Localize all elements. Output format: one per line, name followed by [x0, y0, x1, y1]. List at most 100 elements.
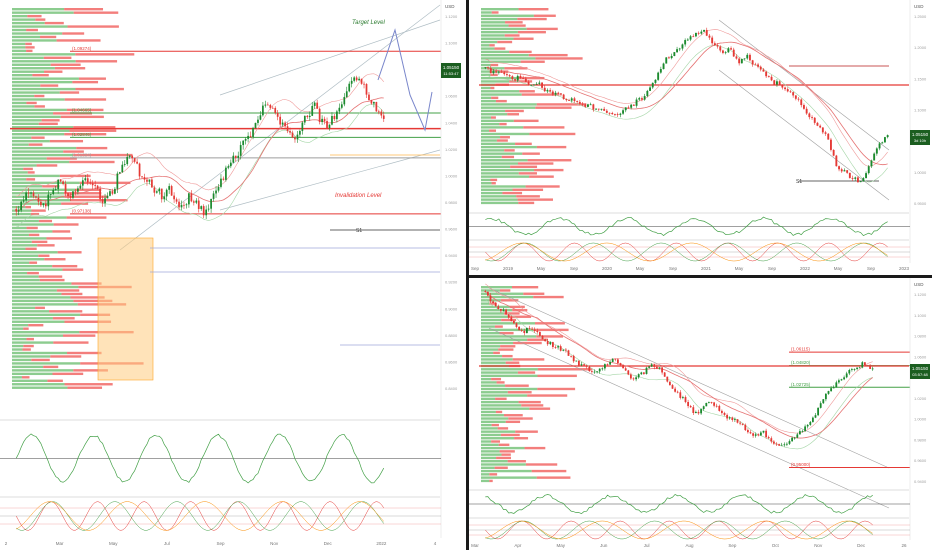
candle-body: [710, 402, 713, 403]
last-price-tag[interactable]: [910, 130, 930, 145]
candle-body: [502, 309, 505, 311]
candle-body: [123, 164, 126, 165]
volume-bar-sell: [49, 310, 83, 313]
candle-body: [754, 64, 757, 66]
last-price-tag[interactable]: [441, 63, 461, 78]
candle-body: [684, 40, 687, 45]
volume-bar-buy: [12, 35, 41, 39]
candle-body: [336, 111, 338, 120]
volume-bar-sell: [23, 344, 34, 348]
volume-bar-buy: [481, 37, 514, 40]
chart-panel-bottom-right[interactable]: (1.06115) (1.04820) (1.02725) (0.95000) USD…: [469, 278, 932, 550]
volume-bar-sell: [510, 165, 538, 168]
candle-body: [739, 422, 742, 424]
candle-body: [380, 111, 383, 116]
volume-bar-buy: [481, 34, 505, 37]
volume-bar-buy: [481, 162, 518, 165]
volume-bar-sell: [500, 136, 510, 139]
price-axis[interactable]: USD1.12001.10001.08001.06001.04001.02001…: [909, 278, 927, 540]
candle-body: [752, 433, 755, 436]
price-candles: [484, 27, 889, 183]
price-level-label: (1.06115): [791, 347, 810, 352]
candle-body: [723, 412, 726, 415]
candle-body: [635, 377, 638, 380]
invalidation-label: Invalidation Level: [335, 193, 382, 199]
time-axis[interactable]: 2 Mar May Jul Sep Nov Dec 2022 4: [5, 541, 437, 546]
volume-bar-buy: [12, 60, 76, 63]
volume-bar-sell: [75, 60, 118, 63]
volume-bar-buy: [481, 322, 536, 325]
time-tick-label: 2: [5, 541, 8, 546]
volume-bar-buy: [12, 226, 27, 230]
volume-bar-buy: [12, 11, 74, 14]
candle-body: [684, 397, 687, 403]
price-axis[interactable]: USD1.12001.10001.08001.06001.04001.02001…: [440, 0, 458, 538]
time-axis[interactable]: Sep 2019 May Sep 2020 May Sep 2021 May Sep 2022 May…: [471, 266, 910, 271]
volume-bar-sell: [25, 247, 37, 251]
upper-band: [485, 283, 873, 434]
candle-body: [505, 309, 508, 315]
volume-bar-buy: [481, 152, 523, 155]
candle-body: [524, 78, 527, 82]
time-tick-label: Jul: [164, 541, 170, 546]
candle-body: [562, 349, 565, 351]
volume-bar-buy: [481, 466, 495, 469]
volume-bar-sell: [64, 133, 107, 136]
volume-bar-buy: [481, 178, 491, 182]
panel-divider-horizontal[interactable]: [469, 275, 932, 278]
volume-bar-sell: [533, 295, 564, 299]
candle-body: [590, 371, 593, 372]
volume-bar-buy: [481, 201, 519, 205]
candle-body: [580, 364, 583, 366]
candle-body: [86, 178, 89, 183]
chart-panel-left[interactable]: (1.09274) (1.04665) (1.02846) (1.01324) (0.9…: [0, 0, 467, 550]
candle-body: [523, 330, 526, 334]
candle-body: [353, 77, 356, 81]
volume-bar-sell: [502, 354, 513, 358]
candle-body: [759, 432, 762, 436]
price-level-label: (1.04820): [791, 360, 811, 365]
time-axis[interactable]: Mar Apr May Jun Jul Aug Sep Oct Nov Dec 26: [471, 543, 907, 548]
candle-body: [746, 430, 749, 433]
volume-bar-buy: [12, 80, 73, 84]
upper-band: [485, 29, 888, 167]
chart-panel-top-right[interactable]: S1 USD1.25001.20001.15001.10001.05001.00…: [469, 0, 932, 275]
volume-bar-buy: [481, 345, 501, 348]
volume-bar-sell: [489, 129, 497, 132]
candle-body: [185, 204, 188, 206]
last-price-timer: 3d 10h: [914, 138, 926, 143]
candle-body: [733, 419, 736, 421]
volume-bar-sell: [67, 351, 102, 355]
stoch-line: [485, 520, 873, 540]
candle-body: [705, 402, 708, 407]
candle-body: [576, 101, 579, 102]
volume-bar-buy: [481, 50, 510, 54]
target-label: Target Level: [352, 20, 385, 26]
volume-bar-buy: [12, 233, 29, 237]
volume-bar-sell: [517, 371, 536, 374]
volume-bar-sell: [79, 181, 131, 185]
volume-bar-sell: [25, 205, 32, 209]
volume-bar-buy: [481, 113, 508, 116]
candle-body: [653, 364, 656, 367]
last-price-tag[interactable]: [910, 364, 930, 379]
stochastic-indicator: [469, 520, 910, 540]
volume-bar-sell: [49, 139, 84, 143]
volume-bar-sell: [535, 322, 565, 325]
candle-body: [700, 409, 703, 414]
volume-bar-sell: [528, 53, 568, 57]
candle-body: [843, 170, 846, 172]
candle-body: [560, 93, 562, 95]
candle-body: [875, 148, 878, 154]
volume-bar-sell: [62, 268, 84, 271]
panel-divider-vertical[interactable]: [466, 0, 469, 550]
volume-bar-buy: [12, 278, 40, 282]
candle-body: [840, 379, 843, 381]
candle-body: [726, 414, 729, 419]
time-tick-label: 2019: [503, 266, 514, 271]
candle-body: [499, 308, 502, 311]
candle-body: [126, 156, 129, 165]
candle-body: [269, 104, 272, 108]
candle-body: [689, 406, 692, 408]
candle-body: [830, 139, 832, 150]
